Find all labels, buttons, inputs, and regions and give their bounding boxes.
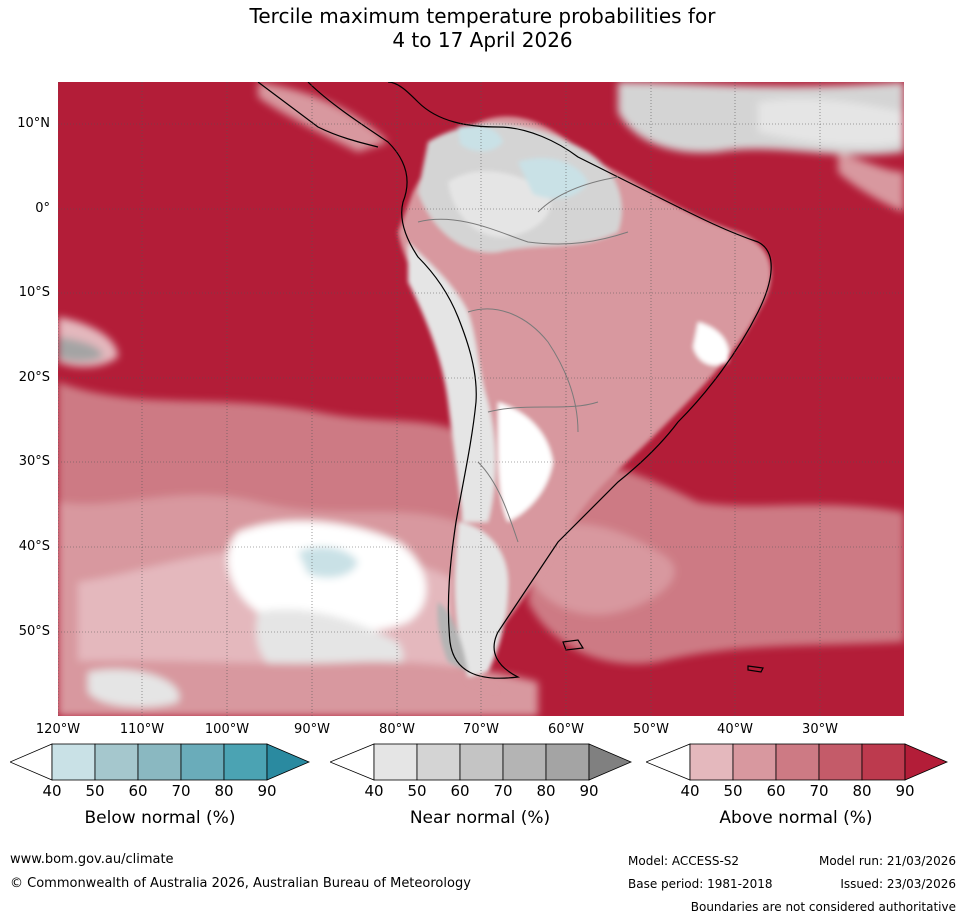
central-america-coast xyxy=(257,82,379,148)
north-atlantic-band xyxy=(838,152,904,212)
colorbar-below-normal xyxy=(8,743,311,785)
lon-label-100w: 100°W xyxy=(204,722,250,737)
cb-above-seg-3 xyxy=(775,743,820,781)
footer-copyright: © Commonwealth of Australia 2026, Austra… xyxy=(10,876,471,891)
cb-near-tick-70: 70 xyxy=(493,782,513,800)
lat-label-50s: 50°S xyxy=(18,624,50,639)
south-atlantic-band-70 xyxy=(528,460,904,664)
cb-below-seg-4 xyxy=(180,743,225,781)
cb-above-tick-70: 70 xyxy=(809,782,829,800)
lat-label-30s: 30°S xyxy=(18,454,50,469)
cb-below-tick-70: 70 xyxy=(171,782,191,800)
map-title: Tercile maximum temperature probabilitie… xyxy=(0,4,965,52)
central-near-light xyxy=(498,402,553,522)
cb-near-tick-80: 80 xyxy=(536,782,556,800)
title-line-2: 4 to 17 April 2026 xyxy=(392,28,573,52)
cb-above-seg-2 xyxy=(732,743,777,781)
east-pacific-grey xyxy=(58,337,103,362)
lon-label-70w: 70°W xyxy=(463,722,499,737)
cb-near-seg-3 xyxy=(459,743,504,781)
cb-near-seg-4 xyxy=(502,743,547,781)
colorbar-near-normal xyxy=(328,743,633,785)
patagonia-near xyxy=(455,522,508,677)
cb-above-seg-4 xyxy=(818,743,863,781)
lat-label-40s: 40°S xyxy=(18,539,50,554)
cb-above-tick-50: 50 xyxy=(723,782,743,800)
lat-label-0: 0° xyxy=(35,201,50,216)
lon-label-30w: 30°W xyxy=(802,722,838,737)
southern-patch-near xyxy=(88,669,180,708)
cb-below-tick-40: 40 xyxy=(42,782,62,800)
south-atlantic-band-60 xyxy=(528,523,675,615)
cb-below-seg-1 xyxy=(51,743,96,781)
footer-model-run: Model run: 21/03/2026 xyxy=(818,854,956,868)
caribbean-pink xyxy=(258,82,388,152)
border-4 xyxy=(477,461,519,543)
cb-above-seg-1 xyxy=(689,743,734,781)
cb-near-title: Near normal (%) xyxy=(409,808,551,828)
lat-label-10n: 10°N xyxy=(17,116,50,131)
northwest-below xyxy=(458,125,503,152)
border-1 xyxy=(417,218,629,245)
colorbar-above-normal xyxy=(644,743,949,785)
cb-near-high-arrow xyxy=(588,743,633,781)
cb-near-low-arrow xyxy=(328,743,375,781)
cb-below-tick-90: 90 xyxy=(257,782,277,800)
brazil-east-near xyxy=(693,322,729,366)
amazon-light xyxy=(448,171,551,238)
cb-above-tick-60: 60 xyxy=(766,782,786,800)
andes-near xyxy=(408,242,496,522)
cb-above-tick-40: 40 xyxy=(680,782,700,800)
cb-below-seg-3 xyxy=(137,743,182,781)
falklands xyxy=(562,639,585,651)
cb-above-low-arrow xyxy=(644,743,691,781)
cb-near-seg-1 xyxy=(373,743,418,781)
sa-coastline xyxy=(307,82,772,679)
southern-islands xyxy=(747,665,764,673)
cb-near-tick-40: 40 xyxy=(364,782,384,800)
border-5 xyxy=(537,176,619,213)
cb-above-seg-5 xyxy=(861,743,906,781)
cb-below-seg-2 xyxy=(94,743,139,781)
cb-near-tick-50: 50 xyxy=(407,782,427,800)
cb-near-tick-90: 90 xyxy=(579,782,599,800)
cb-below-high-arrow xyxy=(266,743,311,781)
lon-label-120w: 120°W xyxy=(35,722,81,737)
lon-label-50w: 50°W xyxy=(633,722,669,737)
lon-label-110w: 110°W xyxy=(119,722,165,737)
guiana-below xyxy=(518,158,588,199)
lon-label-60w: 60°W xyxy=(548,722,584,737)
cb-below-title: Below normal (%) xyxy=(84,808,236,828)
lat-label-20s: 20°S xyxy=(18,370,50,385)
cb-near-seg-2 xyxy=(416,743,461,781)
lon-label-40w: 40°W xyxy=(717,722,753,737)
footer-url[interactable]: www.bom.gov.au/climate xyxy=(10,852,174,867)
cb-below-tick-50: 50 xyxy=(85,782,105,800)
north-atlantic-near-light xyxy=(758,98,904,147)
lat-label-10s: 10°S xyxy=(18,285,50,300)
footer-base-period: Base period: 1981-2018 xyxy=(628,877,773,891)
lon-label-80w: 80°W xyxy=(379,722,415,737)
footer-model: Model: ACCESS-S2 xyxy=(628,854,740,868)
cb-near-tick-60: 60 xyxy=(450,782,470,800)
cb-below-tick-80: 80 xyxy=(214,782,234,800)
patagonia-grey xyxy=(437,602,468,672)
cb-above-tick-80: 80 xyxy=(852,782,872,800)
title-line-1: Tercile maximum temperature probabilitie… xyxy=(249,4,716,28)
footer-disclaimer: Boundaries are not considered authoritat… xyxy=(690,900,956,914)
border-2 xyxy=(467,308,579,433)
cb-above-title: Above normal (%) xyxy=(719,808,873,828)
border-3 xyxy=(487,401,599,413)
cb-above-high-arrow xyxy=(904,743,949,781)
far-south-band xyxy=(58,660,538,716)
cb-above-tick-90: 90 xyxy=(895,782,915,800)
probability-map xyxy=(58,82,904,716)
footer-issued: Issued: 23/03/2026 xyxy=(840,877,956,891)
south-pacific-below-50 xyxy=(298,546,358,578)
cb-below-seg-5 xyxy=(223,743,268,781)
cb-below-low-arrow xyxy=(8,743,53,781)
cb-below-tick-60: 60 xyxy=(128,782,148,800)
lon-label-90w: 90°W xyxy=(294,722,330,737)
cb-near-seg-5 xyxy=(545,743,590,781)
